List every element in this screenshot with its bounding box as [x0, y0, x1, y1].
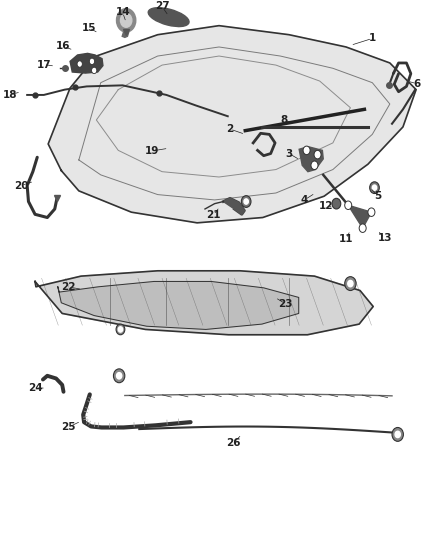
Text: 20: 20 [14, 181, 28, 190]
Circle shape [92, 67, 97, 74]
Text: 24: 24 [28, 383, 42, 393]
Ellipse shape [148, 7, 189, 27]
Text: 25: 25 [60, 423, 75, 432]
Circle shape [241, 196, 251, 207]
Circle shape [395, 431, 400, 438]
Polygon shape [122, 32, 129, 37]
Circle shape [116, 324, 125, 335]
Polygon shape [58, 281, 299, 329]
Text: 8: 8 [280, 115, 287, 125]
Text: 12: 12 [319, 201, 334, 211]
Circle shape [372, 185, 377, 190]
Text: 23: 23 [278, 299, 293, 309]
Circle shape [370, 182, 379, 193]
Circle shape [120, 13, 132, 27]
Text: 16: 16 [56, 42, 71, 52]
Text: 21: 21 [206, 210, 221, 220]
Circle shape [345, 201, 352, 209]
Circle shape [118, 327, 123, 332]
Circle shape [368, 208, 375, 216]
Circle shape [332, 198, 341, 209]
Circle shape [244, 199, 248, 204]
Polygon shape [35, 271, 373, 335]
Circle shape [348, 280, 353, 287]
Text: 19: 19 [145, 146, 159, 156]
Text: 2: 2 [226, 124, 233, 134]
Text: 22: 22 [60, 282, 75, 292]
Circle shape [117, 373, 122, 379]
Circle shape [345, 277, 356, 290]
Text: 15: 15 [81, 23, 96, 33]
Text: 4: 4 [301, 195, 308, 205]
Circle shape [113, 369, 125, 383]
Circle shape [117, 9, 136, 32]
Text: 26: 26 [226, 439, 240, 448]
Polygon shape [70, 53, 103, 73]
Circle shape [392, 427, 403, 441]
Polygon shape [48, 26, 416, 223]
Circle shape [359, 224, 366, 232]
Text: 3: 3 [286, 149, 293, 158]
Text: 5: 5 [374, 191, 381, 200]
Polygon shape [348, 205, 371, 228]
Circle shape [77, 61, 82, 67]
Polygon shape [223, 198, 244, 214]
Circle shape [314, 150, 321, 159]
Text: 17: 17 [36, 60, 51, 70]
Text: 13: 13 [377, 233, 392, 243]
Text: 14: 14 [115, 7, 130, 18]
Text: 18: 18 [2, 90, 17, 100]
Circle shape [311, 161, 318, 169]
Text: 27: 27 [155, 2, 170, 12]
Circle shape [89, 58, 95, 64]
Circle shape [303, 146, 310, 155]
Text: 1: 1 [369, 34, 376, 44]
Text: 6: 6 [413, 79, 420, 88]
Text: 11: 11 [339, 234, 353, 244]
Polygon shape [299, 147, 323, 172]
